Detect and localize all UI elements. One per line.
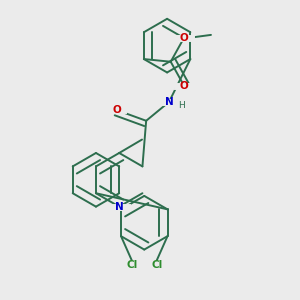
Text: Cl: Cl	[151, 260, 162, 270]
Text: N: N	[115, 202, 124, 212]
Text: H: H	[178, 101, 184, 110]
Text: Cl: Cl	[126, 260, 137, 270]
Text: O: O	[180, 33, 188, 43]
Text: O: O	[112, 105, 121, 115]
Text: N: N	[165, 97, 173, 107]
Text: O: O	[180, 81, 188, 91]
